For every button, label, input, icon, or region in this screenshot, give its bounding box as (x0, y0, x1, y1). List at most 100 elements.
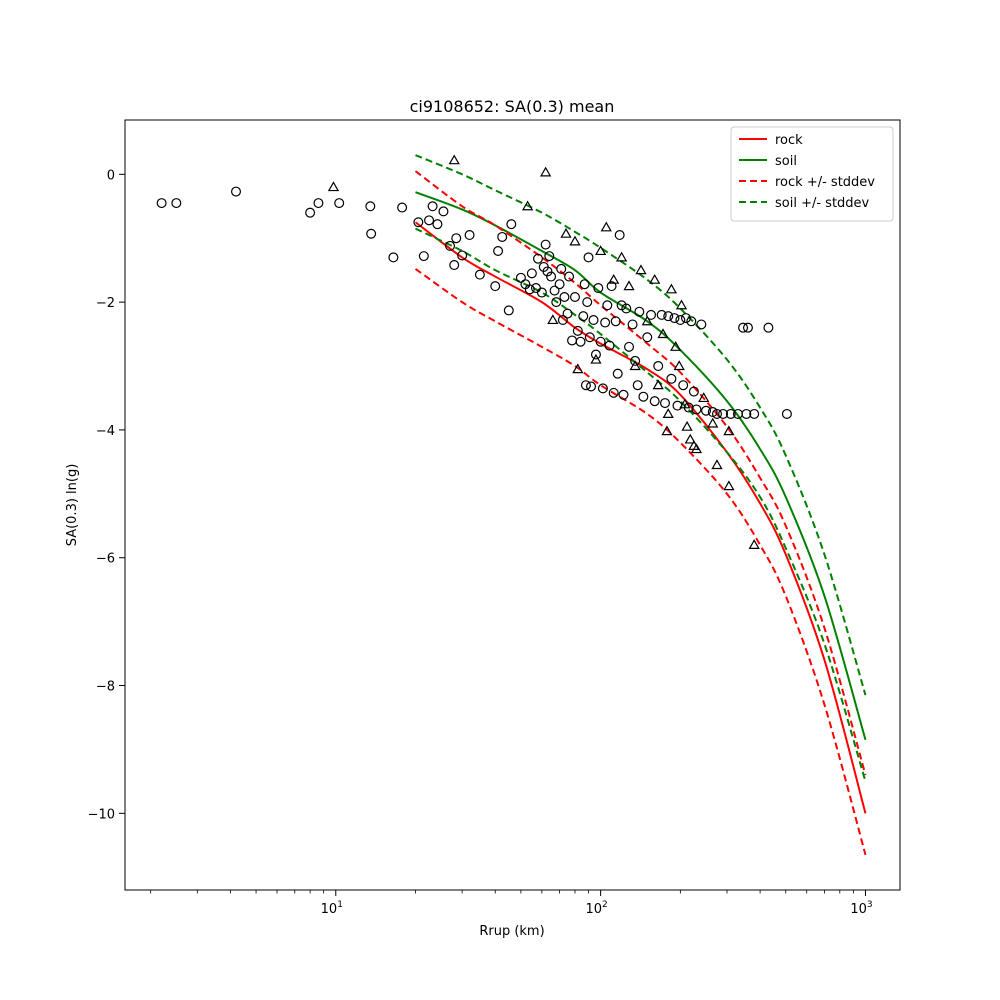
circle-marker (231, 186, 242, 197)
circle-marker (464, 230, 475, 241)
triangle-marker (661, 425, 673, 436)
legend-label: rock +/- stddev (775, 175, 875, 190)
circle-marker (666, 373, 677, 384)
triangle-marker (707, 417, 719, 428)
circle-marker (688, 386, 699, 397)
circle-marker (427, 201, 438, 212)
circle-marker (366, 228, 377, 239)
circle-marker (536, 287, 547, 298)
circle-marker (526, 268, 537, 279)
y-tick-label: 0 (107, 168, 115, 183)
y-tick-label: −10 (88, 807, 115, 822)
circle-marker (582, 297, 593, 308)
circle-marker (738, 322, 749, 333)
triangle-marker (540, 166, 552, 177)
triangle-marker (615, 251, 628, 262)
circle-marker (781, 408, 792, 419)
circle-marker (614, 230, 625, 241)
x-tick-label: 103 (850, 900, 872, 917)
circle-marker (474, 269, 485, 280)
legend-label: rock (775, 133, 803, 148)
circle-marker (449, 260, 460, 271)
circle-marker (696, 319, 707, 330)
circle-marker (597, 383, 608, 394)
triangle-marker (681, 420, 693, 431)
circle-marker (701, 405, 712, 416)
circle-marker (663, 311, 674, 322)
circle-marker (600, 317, 611, 328)
circle-marker (497, 231, 508, 242)
circle-marker (156, 198, 167, 209)
y-tick-label: −4 (96, 424, 115, 439)
circle-marker (572, 325, 583, 336)
curves-layer (414, 154, 867, 856)
legend-box (730, 126, 894, 222)
circle-marker (680, 313, 691, 324)
circle-marker (590, 349, 601, 360)
circle-marker (575, 336, 586, 347)
circle-marker (418, 251, 429, 262)
circle-marker (503, 305, 514, 316)
triangle-marker (662, 408, 674, 418)
circle-marker (659, 398, 670, 409)
circle-marker (602, 300, 613, 311)
circle-marker (313, 198, 324, 209)
circle-marker (559, 292, 570, 303)
triangle-marker (560, 227, 572, 238)
circle-marker (669, 313, 680, 324)
circle-marker (711, 408, 722, 419)
circle-marker (540, 239, 551, 250)
circle-marker (763, 322, 774, 333)
x-axis: 101 102 103 (150, 890, 873, 917)
x-axis-label: Rrup (km) (479, 924, 544, 939)
circle-marker (432, 219, 443, 230)
chart-title: ci9108652: SA(0.3) mean (410, 97, 615, 116)
circle-marker (691, 404, 702, 415)
circle-marker (506, 219, 517, 230)
triangle-marker (679, 398, 691, 409)
circle-marker (524, 284, 535, 295)
circle-marker (653, 361, 664, 372)
circle-marker (742, 322, 753, 333)
circle-marker (618, 389, 629, 400)
circle-marker (551, 297, 562, 308)
circle-marker (632, 380, 643, 391)
triangle-marker (649, 273, 661, 284)
circle-marker (686, 316, 697, 327)
circle-marker (569, 292, 580, 303)
circle-marker (542, 266, 553, 277)
triangle-marker (673, 360, 685, 371)
circle-marker (608, 387, 619, 398)
triangle-marker (572, 363, 584, 374)
circle-marker (646, 309, 657, 320)
triangle-marker (670, 341, 682, 351)
triangle-marker (623, 280, 635, 291)
triangle-marker (665, 283, 678, 294)
circle-marker (424, 215, 435, 226)
y-axis-label: SA(0.3) ln(g) (65, 464, 80, 547)
circle-marker (562, 308, 573, 319)
curve-rock-plus (414, 170, 867, 776)
circle-marker (556, 263, 567, 274)
triangle-marker (690, 443, 703, 454)
circle-marker (580, 380, 591, 391)
circle-marker (604, 340, 615, 351)
triangle-marker (521, 200, 534, 211)
circle-marker (579, 279, 590, 290)
legend: rock soil rock +/- stddev soil +/- stddev (730, 126, 894, 222)
circle-marker (578, 311, 589, 322)
triangle-marker (711, 459, 723, 470)
triangle-marker (723, 480, 735, 491)
circle-marker (718, 408, 729, 419)
circle-marker (675, 315, 686, 326)
circle-marker (627, 319, 638, 330)
triangle-marker (652, 379, 664, 390)
y-tick-label: −2 (96, 296, 115, 311)
circle-marker (445, 240, 456, 251)
triangle-marker (635, 264, 647, 275)
circle-marker (554, 279, 565, 290)
circle-marker (593, 283, 604, 294)
circle-marker (725, 408, 736, 419)
circle-marker (624, 341, 635, 352)
circle-marker (642, 332, 653, 343)
